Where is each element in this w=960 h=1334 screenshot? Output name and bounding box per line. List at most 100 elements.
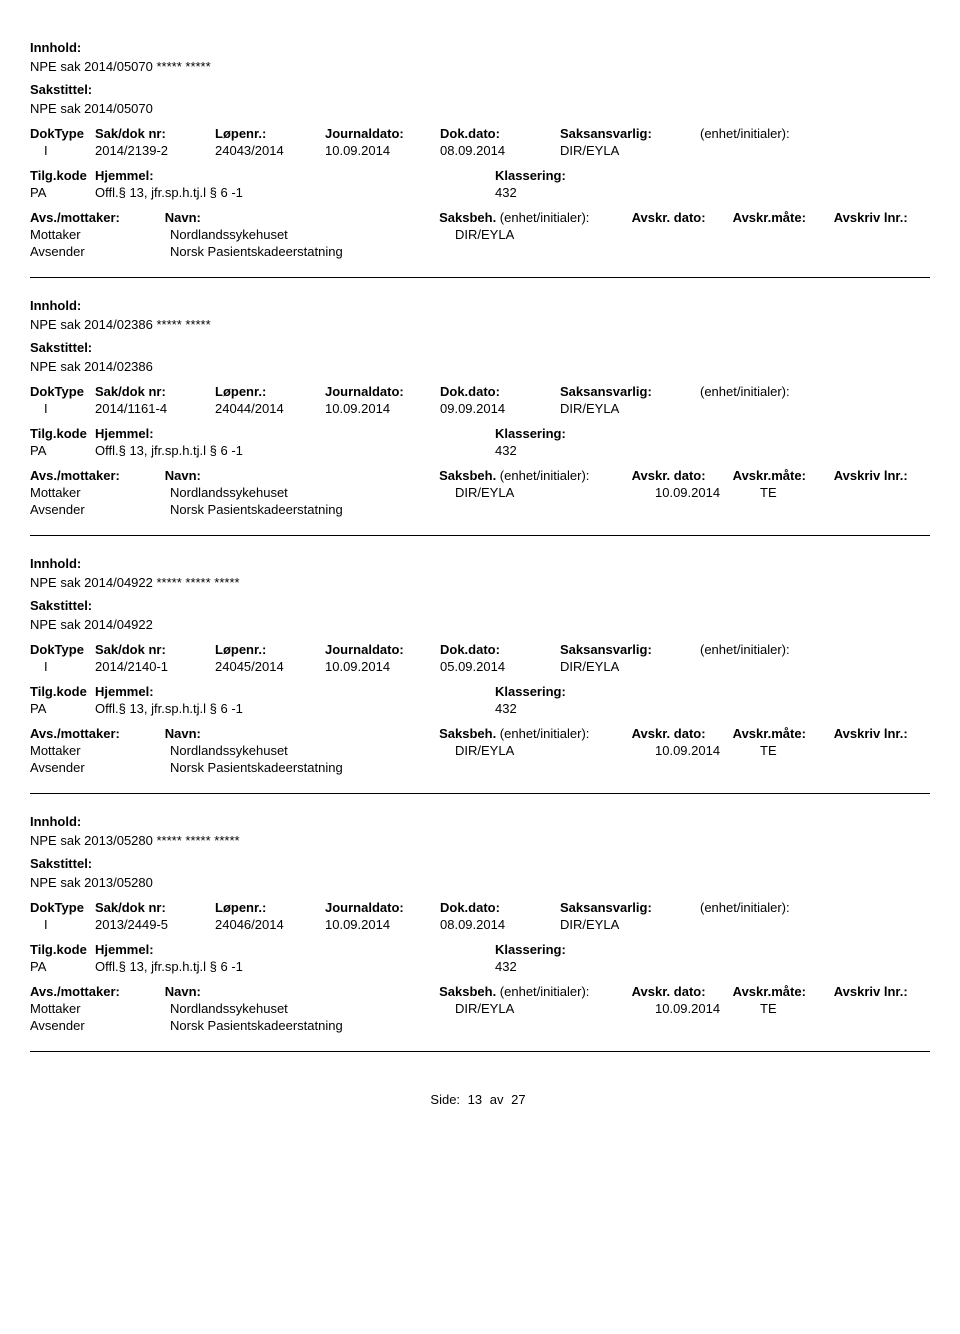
- journal-record: Innhold: NPE sak 2014/02386 ***** ***** …: [30, 278, 930, 536]
- avsender-role: Avsender: [30, 760, 170, 775]
- lopenr-value: 24045/2014: [215, 659, 325, 674]
- meta-value-row: I 2013/2449-5 24046/2014 10.09.2014 08.0…: [30, 917, 930, 932]
- saksbeh-value: DIR/EYLA: [455, 485, 655, 500]
- avsender-row: Avsender Norsk Pasientskadeerstatning: [30, 760, 930, 775]
- navn-label: Navn:: [165, 984, 439, 999]
- avskrdato-label: Avskr. dato:: [632, 210, 733, 225]
- saksansvarlig-label: Saksansvarlig:: [560, 126, 700, 141]
- enhet-label: (enhet/initialer):: [700, 384, 850, 399]
- sakstittel-value: NPE sak 2014/04922: [30, 617, 930, 632]
- journaldato-label: Journaldato:: [325, 900, 440, 915]
- doktype-label: DokType: [30, 900, 95, 915]
- avskrdato-value: 10.09.2014: [655, 743, 760, 758]
- mottaker-navn: Nordlandssykehuset: [170, 227, 455, 242]
- innhold-value: NPE sak 2014/04922 ***** ***** *****: [30, 575, 930, 590]
- tilgkode-label: Tilg.kode: [30, 426, 95, 441]
- dokdato-value: 08.09.2014: [440, 143, 560, 158]
- dokdato-label: Dok.dato:: [440, 900, 560, 915]
- navn-label: Navn:: [165, 210, 439, 225]
- avsender-row: Avsender Norsk Pasientskadeerstatning: [30, 244, 930, 259]
- lopenr-label: Løpenr.:: [215, 126, 325, 141]
- hjemmel-label: Hjemmel:: [95, 684, 395, 699]
- doktype-value: I: [30, 143, 95, 158]
- page-total: 27: [511, 1092, 525, 1107]
- doktype-label: DokType: [30, 384, 95, 399]
- hjemmel-value: Offl.§ 13, jfr.sp.h.tj.l § 6 -1: [95, 959, 395, 974]
- journaldato-label: Journaldato:: [325, 384, 440, 399]
- innhold-value: NPE sak 2013/05280 ***** ***** *****: [30, 833, 930, 848]
- saksbeh-label: Saksbeh. (enhet/initialer):: [439, 468, 632, 483]
- avskrmate-value: TE: [760, 743, 865, 758]
- class-header-row: Tilg.kode Hjemmel: Klassering:: [30, 942, 930, 957]
- page-number: 13: [468, 1092, 482, 1107]
- avskrmate-label: Avskr.måte:: [733, 468, 834, 483]
- avsender-role: Avsender: [30, 502, 170, 517]
- avskrivlnr-label: Avskriv lnr.:: [834, 210, 930, 225]
- sakstittel-label: Sakstittel:: [30, 82, 930, 97]
- meta-value-row: I 2014/1161-4 24044/2014 10.09.2014 09.0…: [30, 401, 930, 416]
- mottaker-navn: Nordlandssykehuset: [170, 1001, 455, 1016]
- meta-header-row: DokType Sak/dok nr: Løpenr.: Journaldato…: [30, 642, 930, 657]
- tilgkode-value: PA: [30, 701, 95, 716]
- innhold-value: NPE sak 2014/02386 ***** *****: [30, 317, 930, 332]
- klassering-value: 432: [495, 185, 695, 200]
- mottaker-row: Mottaker Nordlandssykehuset DIR/EYLA: [30, 227, 930, 242]
- avskrdato-label: Avskr. dato:: [632, 726, 733, 741]
- avskrdato-value: 10.09.2014: [655, 485, 760, 500]
- meta-header-row: DokType Sak/dok nr: Løpenr.: Journaldato…: [30, 126, 930, 141]
- avsender-row: Avsender Norsk Pasientskadeerstatning: [30, 502, 930, 517]
- avsmottaker-label: Avs./mottaker:: [30, 726, 165, 741]
- party-header-row: Avs./mottaker: Navn: Saksbeh. (enhet/ini…: [30, 468, 930, 483]
- saksansvarlig-label: Saksansvarlig:: [560, 384, 700, 399]
- meta-value-row: I 2014/2140-1 24045/2014 10.09.2014 05.0…: [30, 659, 930, 674]
- sakstittel-value: NPE sak 2014/02386: [30, 359, 930, 374]
- class-value-row: PA Offl.§ 13, jfr.sp.h.tj.l § 6 -1 432: [30, 701, 930, 716]
- mottaker-role: Mottaker: [30, 485, 170, 500]
- saksansvarlig-label: Saksansvarlig:: [560, 900, 700, 915]
- mottaker-row: Mottaker Nordlandssykehuset DIR/EYLA 10.…: [30, 485, 930, 500]
- saksbeh-label: Saksbeh. (enhet/initialer):: [439, 726, 632, 741]
- mottaker-row: Mottaker Nordlandssykehuset DIR/EYLA 10.…: [30, 1001, 930, 1016]
- journal-record: Innhold: NPE sak 2014/04922 ***** ***** …: [30, 536, 930, 794]
- saksbeh-value: DIR/EYLA: [455, 743, 655, 758]
- saksbeh-label: Saksbeh. (enhet/initialer):: [439, 984, 632, 999]
- avsender-navn: Norsk Pasientskadeerstatning: [170, 760, 455, 775]
- saksbeh-value: DIR/EYLA: [455, 227, 655, 242]
- sakstittel-value: NPE sak 2013/05280: [30, 875, 930, 890]
- journaldato-value: 10.09.2014: [325, 401, 440, 416]
- records-list: Innhold: NPE sak 2014/05070 ***** ***** …: [30, 20, 930, 1052]
- enhet-label: (enhet/initialer):: [700, 900, 850, 915]
- dokdato-label: Dok.dato:: [440, 384, 560, 399]
- tilgkode-value: PA: [30, 443, 95, 458]
- enhet-label: (enhet/initialer):: [700, 126, 850, 141]
- journaldato-value: 10.09.2014: [325, 659, 440, 674]
- saksansvarlig-label: Saksansvarlig:: [560, 642, 700, 657]
- mottaker-navn: Nordlandssykehuset: [170, 743, 455, 758]
- avskrmate-label: Avskr.måte:: [733, 726, 834, 741]
- innhold-label: Innhold:: [30, 814, 930, 829]
- page-footer: Side: 13 av 27: [30, 1092, 930, 1107]
- journaldato-label: Journaldato:: [325, 642, 440, 657]
- avsender-navn: Norsk Pasientskadeerstatning: [170, 502, 455, 517]
- innhold-value: NPE sak 2014/05070 ***** *****: [30, 59, 930, 74]
- avskrmate-label: Avskr.måte:: [733, 984, 834, 999]
- dokdato-value: 05.09.2014: [440, 659, 560, 674]
- journal-record: Innhold: NPE sak 2014/05070 ***** ***** …: [30, 20, 930, 278]
- avsender-navn: Norsk Pasientskadeerstatning: [170, 1018, 455, 1033]
- tilgkode-label: Tilg.kode: [30, 684, 95, 699]
- saksansvarlig-value: DIR/EYLA: [560, 401, 700, 416]
- av-label: av: [490, 1092, 504, 1107]
- sakdok-label: Sak/dok nr:: [95, 126, 215, 141]
- avskrivlnr-label: Avskriv lnr.:: [834, 726, 930, 741]
- tilgkode-label: Tilg.kode: [30, 168, 95, 183]
- avsmottaker-label: Avs./mottaker:: [30, 468, 165, 483]
- sakdok-label: Sak/dok nr:: [95, 642, 215, 657]
- saksansvarlig-value: DIR/EYLA: [560, 917, 700, 932]
- sakdok-label: Sak/dok nr:: [95, 384, 215, 399]
- doktype-value: I: [30, 917, 95, 932]
- avskrivlnr-label: Avskriv lnr.:: [834, 984, 930, 999]
- innhold-label: Innhold:: [30, 40, 930, 55]
- avskrmate-value: TE: [760, 1001, 865, 1016]
- class-value-row: PA Offl.§ 13, jfr.sp.h.tj.l § 6 -1 432: [30, 185, 930, 200]
- sakstittel-label: Sakstittel:: [30, 856, 930, 871]
